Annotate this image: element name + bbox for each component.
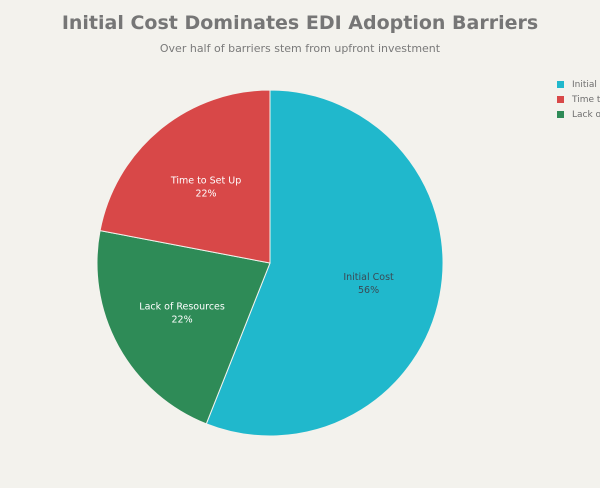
pie-slice-initial-cost[interactable] bbox=[205, 89, 444, 437]
pie-slice-time-to-set-up[interactable] bbox=[99, 89, 271, 264]
legend-swatch bbox=[557, 111, 564, 118]
slice-label: Time to Set Up bbox=[170, 176, 241, 187]
pie-slice-lack-of-resources[interactable] bbox=[96, 229, 271, 425]
slice-percent-label: 22% bbox=[172, 314, 193, 325]
legend-label: Initial Cost bbox=[572, 79, 600, 90]
chart-subtitle: Over half of barriers stem from upfront … bbox=[159, 42, 441, 55]
legend-swatch bbox=[557, 81, 564, 88]
slice-percent-label: 22% bbox=[195, 189, 216, 200]
legend-item-initial-cost[interactable]: Initial Cost bbox=[557, 77, 600, 92]
legend-item-lack-of-resources[interactable]: Lack of Resources bbox=[557, 107, 600, 122]
legend: Initial Cost Time to Set Up Lack of Reso… bbox=[557, 77, 600, 122]
legend-label: Lack of Resources bbox=[572, 109, 600, 120]
legend-item-time-to-set-up[interactable]: Time to Set Up bbox=[557, 92, 600, 107]
chart-title: Initial Cost Dominates EDI Adoption Barr… bbox=[61, 12, 539, 34]
legend-swatch bbox=[557, 96, 564, 103]
slice-label: Lack of Resources bbox=[139, 301, 225, 312]
legend-label: Time to Set Up bbox=[572, 94, 600, 105]
slice-label: Initial Cost bbox=[343, 272, 394, 283]
slice-percent-label: 56% bbox=[358, 285, 379, 296]
